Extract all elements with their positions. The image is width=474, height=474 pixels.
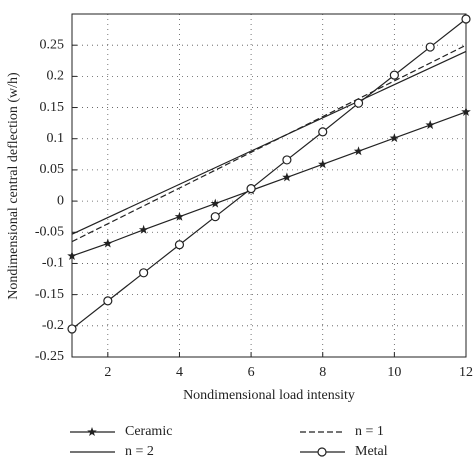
series-line [71, 111, 467, 257]
circle-marker [174, 240, 185, 250]
star-marker [103, 238, 113, 248]
circle-marker [461, 14, 471, 24]
star-marker [425, 120, 435, 130]
x-axis-label: Nondimensional load intensity [183, 388, 355, 403]
legend-label: Metal [355, 444, 388, 459]
x-tick-label: 8 [319, 365, 326, 380]
plot-frame [71, 13, 467, 358]
circle-marker [210, 212, 220, 222]
y-tick-label: -0.1 [42, 256, 64, 271]
y-tick-label: 0 [57, 193, 64, 208]
y-tick-label: 0.1 [47, 131, 65, 146]
star-marker [389, 133, 400, 143]
circle-marker [246, 184, 256, 194]
x-tick-label: 4 [176, 365, 183, 380]
star-marker [210, 198, 220, 208]
x-tick-label: 6 [248, 365, 255, 380]
legend-marker [317, 447, 327, 457]
circle-marker [139, 268, 149, 278]
x-tick-label: 10 [387, 365, 401, 380]
y-tick-label: 0.25 [40, 37, 65, 52]
x-tick-label: 12 [459, 365, 473, 380]
star-marker [318, 159, 328, 169]
circle-marker [318, 127, 328, 137]
y-tick-label: -0.15 [35, 287, 64, 302]
star-marker [138, 224, 149, 234]
legend-label: n = 1 [355, 424, 384, 439]
circle-marker [425, 42, 435, 52]
y-tick-label: -0.25 [35, 349, 64, 364]
series-line [71, 18, 467, 330]
circle-marker [67, 324, 77, 334]
star-marker [67, 251, 77, 260]
legend-label: n = 2 [125, 444, 154, 459]
star-marker [461, 106, 471, 116]
series-line [71, 50, 467, 235]
x-tick-label: 2 [104, 365, 111, 380]
circle-marker [282, 155, 292, 165]
star-marker [282, 172, 292, 182]
y-axis-label: Nondimensional central deflection (w/h) [6, 72, 21, 300]
y-tick-label: 0.2 [47, 69, 65, 84]
y-tick-label: 0.15 [40, 100, 65, 115]
y-tick-label: 0.05 [40, 162, 65, 177]
y-tick-label: -0.05 [35, 224, 64, 239]
y-tick-label: -0.2 [42, 318, 64, 333]
legend-marker [87, 427, 97, 436]
circle-marker [353, 98, 364, 108]
star-marker [353, 146, 364, 156]
star-marker [174, 211, 185, 221]
circle-marker [389, 70, 399, 80]
legend-label: Ceramic [125, 424, 172, 439]
circle-marker [103, 296, 113, 306]
